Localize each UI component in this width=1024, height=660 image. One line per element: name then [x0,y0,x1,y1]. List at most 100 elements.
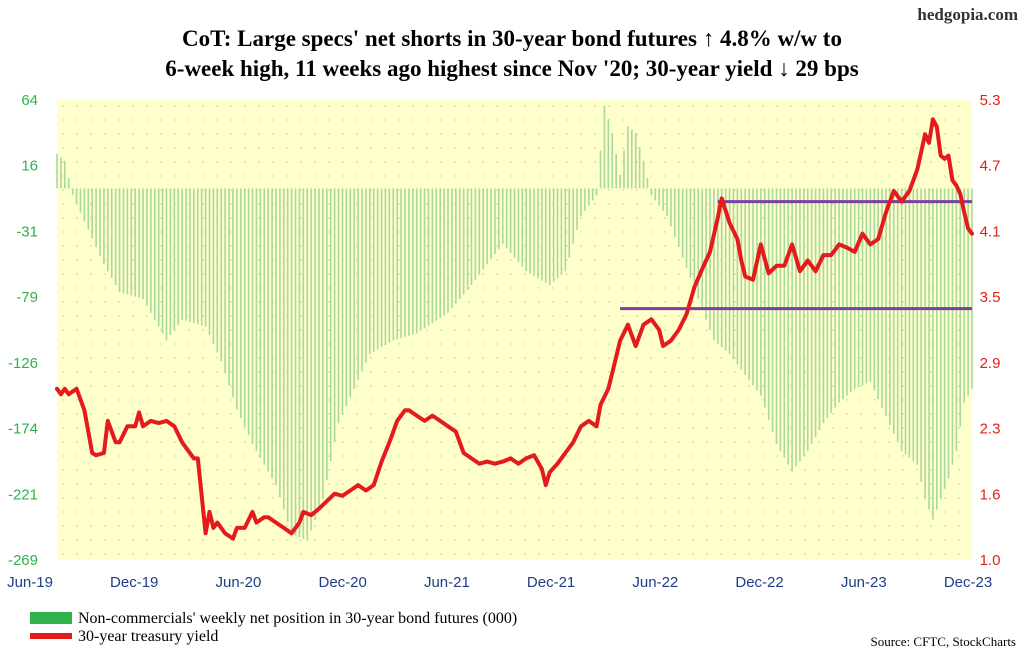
grid-dot [734,455,736,457]
grid-dot [146,357,148,359]
grid-dot [300,315,302,317]
grid-dot [412,427,414,429]
grid-dot [762,343,764,345]
grid-dot [678,539,680,541]
grid-dot [636,385,638,387]
grid-dot [76,385,78,387]
grid-dot [608,357,610,359]
resistance-lines [620,200,972,311]
net-position-bar [388,188,391,343]
grid-dot [174,399,176,401]
grid-dot [902,427,904,429]
grid-dot [174,357,176,359]
grid-dot [706,413,708,415]
grid-dot [930,301,932,303]
grid-dot [62,357,64,359]
grid-dot [76,427,78,429]
net-position-bar [826,188,829,419]
grid-dot [62,539,64,541]
grid-dot [580,357,582,359]
grid-dot [594,175,596,177]
grid-dot [664,287,666,289]
grid-dot [902,441,904,443]
grid-dot [146,105,148,107]
grid-dot [860,413,862,415]
grid-dot [762,441,764,443]
grid-dot [888,133,890,135]
grid-dot [440,497,442,499]
grid-dot [958,217,960,219]
grid-dot [202,245,204,247]
grid-dot [328,385,330,387]
grid-dot [104,343,106,345]
grid-dot [538,399,540,401]
grid-dot [328,371,330,373]
grid-dot [720,357,722,359]
grid-dot [580,259,582,261]
grid-dot [902,133,904,135]
grid-dot [76,357,78,359]
grid-dot [594,273,596,275]
grid-dot [244,539,246,541]
net-position-bar [920,188,922,482]
grid-dot [90,147,92,149]
grid-dot [762,161,764,163]
grid-dot [426,469,428,471]
grid-dot [692,455,694,457]
grid-dot [566,469,568,471]
grid-dot [62,259,64,261]
grid-dot [496,147,498,149]
grid-dot [328,203,330,205]
grid-dot [524,133,526,135]
grid-dot [272,161,274,163]
grid-dot [916,469,918,471]
net-position-bar [400,188,402,339]
grid-dot [762,525,764,527]
grid-dot [440,469,442,471]
grid-dot [664,357,666,359]
grid-dot [650,385,652,387]
net-position-bar [846,188,848,396]
grid-dot [132,371,134,373]
grid-dot [720,441,722,443]
net-position-bar [236,188,238,410]
grid-dot [440,371,442,373]
grid-dot [328,399,330,401]
grid-dot [594,469,596,471]
grid-dot [118,343,120,345]
grid-dot [776,469,778,471]
net-position-bar [384,188,387,345]
grid-dot [62,329,64,331]
grid-dot [958,483,960,485]
grid-dot [888,539,890,541]
grid-dot [496,553,498,555]
grid-dot [832,371,834,373]
grid-dot [454,525,456,527]
grid-dot [832,259,834,261]
grid-dot [552,539,554,541]
grid-dot [636,329,638,331]
grid-dot [258,273,260,275]
grid-dot [692,189,694,191]
grid-dot [412,553,414,555]
grid-dot [748,399,750,401]
grid-dot [384,497,386,499]
grid-dot [496,469,498,471]
grid-dot [62,315,64,317]
grid-dot [958,455,960,457]
grid-dot [104,539,106,541]
grid-dot [888,161,890,163]
grid-dot [342,147,344,149]
grid-dot [860,175,862,177]
net-position-bar [572,188,574,244]
grid-dot [482,539,484,541]
right-tick-label: 1.0 [980,552,1001,569]
grid-dot [538,357,540,359]
grid-dot [62,217,64,219]
grid-dot [258,329,260,331]
net-position-bar [310,188,312,531]
grid-dot [398,315,400,317]
grid-dot [398,483,400,485]
grid-dot [566,371,568,373]
